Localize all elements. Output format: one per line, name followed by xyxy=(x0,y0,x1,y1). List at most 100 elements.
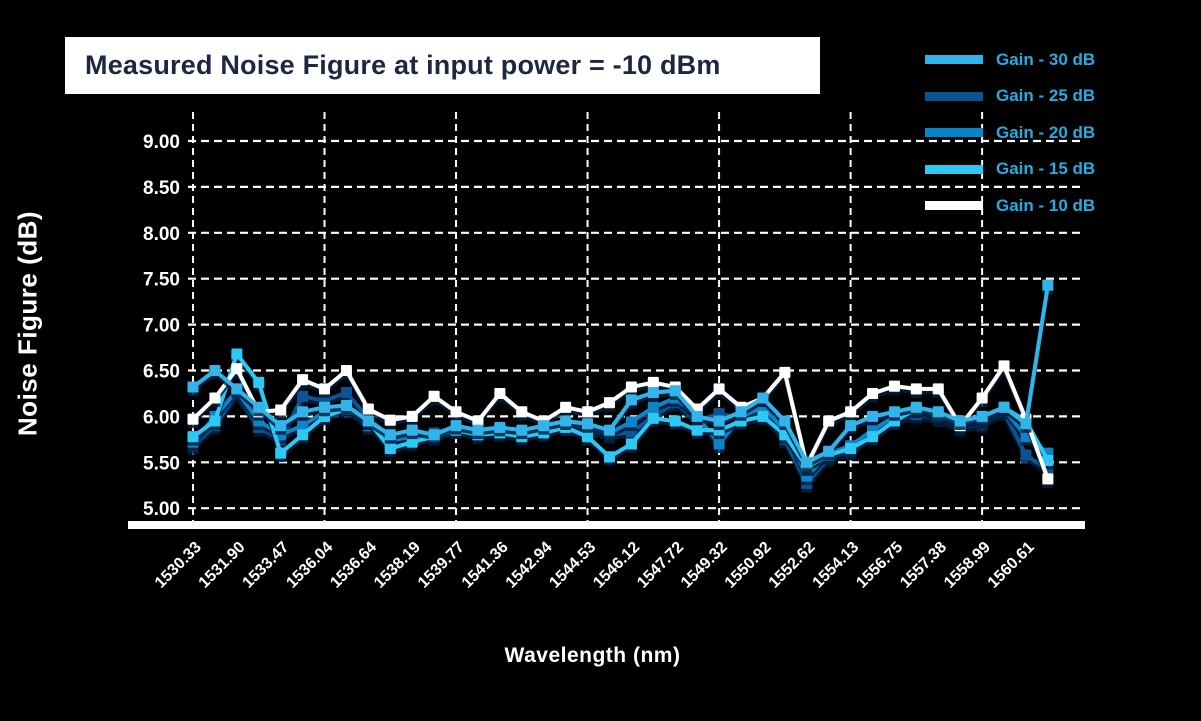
data-point-marker xyxy=(932,406,944,418)
x-tick-label: 1541.36 xyxy=(459,539,512,592)
legend-swatch-gain-30-icon xyxy=(925,55,983,64)
series-line xyxy=(191,388,1050,479)
data-point-marker xyxy=(253,415,265,427)
data-point-marker xyxy=(582,406,594,418)
data-point-marker xyxy=(450,420,462,432)
legend-item-gain-25: Gain - 25 dB xyxy=(925,83,1095,110)
x-tick-label: 1536.04 xyxy=(283,539,336,592)
data-point-marker xyxy=(713,383,725,395)
data-point-marker xyxy=(845,420,857,432)
data-point-marker xyxy=(713,438,725,450)
y-tick-label: 7.00 xyxy=(143,316,180,337)
data-point-marker xyxy=(253,376,265,388)
data-point-marker xyxy=(406,410,418,422)
data-point-marker xyxy=(845,406,857,418)
x-tick-label: 1557.38 xyxy=(897,539,950,592)
data-point-marker xyxy=(1020,449,1032,461)
data-point-marker xyxy=(297,390,309,402)
data-point-marker xyxy=(976,392,988,404)
data-point-marker xyxy=(275,404,287,416)
data-point-marker xyxy=(253,401,265,413)
legend-swatch-gain-20-icon xyxy=(925,128,983,137)
data-point-marker xyxy=(582,431,594,443)
data-point-marker xyxy=(362,403,374,415)
data-point-marker xyxy=(757,392,769,404)
series-line xyxy=(191,351,1050,469)
legend-item-gain-15: Gain - 15 dB xyxy=(925,156,1095,183)
data-point-marker xyxy=(209,365,221,376)
data-point-marker xyxy=(428,429,440,441)
data-point-marker xyxy=(187,431,199,443)
legend-label-gain-30: Gain - 30 dB xyxy=(996,49,1096,69)
data-point-marker xyxy=(494,387,506,399)
data-point-marker xyxy=(757,410,769,422)
x-axis-line xyxy=(128,521,1085,529)
data-point-marker xyxy=(757,401,769,413)
data-point-marker xyxy=(297,420,309,432)
series-gain-30-db xyxy=(187,279,1054,468)
x-tick-label: 1544.53 xyxy=(546,539,599,592)
data-point-marker xyxy=(625,438,637,450)
data-point-marker xyxy=(647,401,659,413)
data-point-marker xyxy=(187,381,199,393)
y-tick-label: 8.50 xyxy=(143,178,180,199)
data-point-marker xyxy=(450,406,462,418)
series-line xyxy=(191,363,1050,481)
legend-swatch-gain-10-icon xyxy=(925,201,983,210)
data-point-marker xyxy=(647,412,659,424)
data-point-marker xyxy=(384,429,396,441)
legend-label-gain-10: Gain - 10 dB xyxy=(996,195,1096,215)
data-point-marker xyxy=(472,424,484,436)
data-point-marker xyxy=(625,381,637,393)
data-point-marker xyxy=(1042,279,1054,291)
data-point-marker xyxy=(713,415,725,427)
data-point-marker xyxy=(801,456,813,468)
data-point-marker xyxy=(472,415,484,427)
data-point-marker xyxy=(735,415,747,427)
data-point-marker xyxy=(932,383,944,395)
data-point-marker xyxy=(888,406,900,418)
x-tick-label: 1536.64 xyxy=(327,539,380,592)
data-point-marker xyxy=(275,420,287,432)
data-point-marker xyxy=(297,429,309,441)
series-line xyxy=(191,390,1050,486)
x-tick-label: 1530.33 xyxy=(152,539,205,592)
x-tick-label: 1546.12 xyxy=(590,539,643,592)
x-tick-label: 1539.77 xyxy=(415,539,468,592)
data-point-marker xyxy=(625,394,637,406)
series-gain-25-db xyxy=(187,387,1054,489)
data-point-marker xyxy=(954,415,966,427)
x-axis-title: Wavelength (nm) xyxy=(504,644,681,667)
data-point-marker xyxy=(384,443,396,455)
y-axis-title: Noise Figure (dB) xyxy=(12,210,43,437)
data-point-marker xyxy=(910,401,922,413)
v-gridlines xyxy=(192,112,984,521)
data-point-marker xyxy=(1020,418,1032,430)
y-tick-label: 8.00 xyxy=(143,224,180,245)
x-tick-label: 1560.61 xyxy=(985,539,1038,592)
data-point-marker xyxy=(340,387,352,399)
data-point-marker xyxy=(888,380,900,392)
data-point-marker xyxy=(340,399,352,411)
data-point-marker xyxy=(625,426,637,438)
data-point-marker xyxy=(516,424,528,436)
data-point-marker xyxy=(625,416,637,428)
data-point-marker xyxy=(867,387,879,399)
data-point-marker xyxy=(823,445,835,457)
data-point-marker xyxy=(231,383,243,395)
legend-swatch-gain-25-icon xyxy=(925,91,983,101)
data-point-marker xyxy=(669,415,681,427)
x-tick-label: 1538.19 xyxy=(371,539,424,592)
data-point-marker xyxy=(297,406,309,418)
data-point-marker xyxy=(647,387,659,399)
data-point-marker xyxy=(538,420,550,432)
data-point-marker xyxy=(275,447,287,459)
series-line xyxy=(191,283,1050,465)
x-tick-label: 1556.75 xyxy=(853,539,906,592)
legend-label-gain-25: Gain - 25 dB xyxy=(996,86,1096,105)
data-point-marker xyxy=(735,406,747,418)
data-point-marker xyxy=(910,383,922,395)
chart-title-box: Measured Noise Figure at input power = -… xyxy=(65,37,820,94)
